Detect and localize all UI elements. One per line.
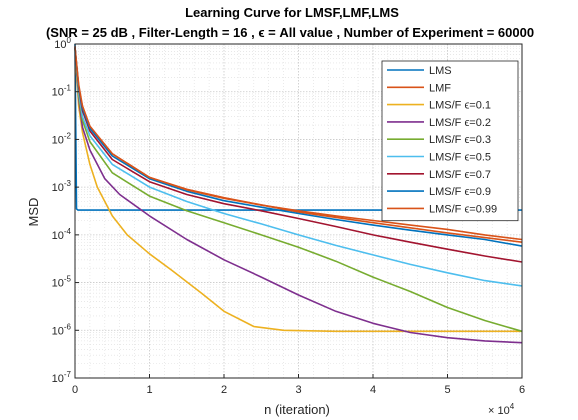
legend-entry: LMS/F ϵ=0.99 (429, 203, 497, 215)
series-line-2 (74, 48, 522, 333)
x-tick-label: 6 (519, 384, 525, 396)
legend-entry: LMS/F ϵ=0.9 (429, 186, 491, 198)
x-tick-label: 1 (146, 384, 152, 396)
y-tick-label: 10-7 (52, 370, 72, 385)
x-axis-label: n (iteration) (264, 402, 330, 417)
y-tick-label: 10-6 (52, 322, 72, 337)
legend-entry: LMS (429, 65, 452, 77)
series-line-3 (74, 47, 523, 344)
series-line-8 (74, 47, 523, 241)
x-axis-multiplier: × 104 (488, 402, 515, 417)
axis-ticks: 0 1 2 3 4 5 6 100 10-1 10-2 10-3 10-4 10-5 10-6 10-7 (52, 36, 525, 396)
legend-entry: LMS/F ϵ=0.2 (429, 117, 491, 129)
y-tick-label: 10-3 (52, 179, 72, 194)
y-axis-label: MSD (26, 198, 41, 227)
chart-title: Learning Curve for LMSF,LMF,LMS (185, 5, 399, 20)
y-tick-label: 10-4 (52, 227, 72, 242)
y-tick-label: 100 (54, 36, 71, 51)
series-line-6 (74, 47, 523, 263)
legend: LMS LMF LMS/F ϵ=0.1 LMS/F ϵ=0.2 LMS/F ϵ=0.3 L… (381, 60, 519, 222)
legend-entry: LMS/F ϵ=0.3 (429, 134, 491, 146)
y-tick-label: 10-2 (52, 131, 72, 146)
legend-entry: LMS/F ϵ=0.1 (429, 100, 491, 112)
x-tick-label: 2 (221, 384, 227, 396)
legend-entry: LMS/F ϵ=0.5 (429, 152, 491, 164)
x-tick-label: 4 (370, 384, 376, 396)
y-tick-label: 10-1 (52, 84, 72, 99)
legend-entry: LMF (429, 82, 451, 94)
chart-subtitle: (SNR = 25 dB , Filter-Length = 16 , ϵ = … (46, 25, 534, 40)
legend-entry: LMS/F ϵ=0.7 (429, 169, 491, 181)
series-line-0 (74, 43, 522, 211)
series-line-5 (74, 47, 523, 287)
y-tick-label: 10-5 (52, 275, 72, 290)
x-tick-label: 0 (72, 384, 78, 396)
series-line-4 (74, 47, 523, 333)
x-tick-label: 3 (295, 384, 301, 396)
series-lines (74, 43, 523, 344)
x-tick-label: 5 (444, 384, 450, 396)
